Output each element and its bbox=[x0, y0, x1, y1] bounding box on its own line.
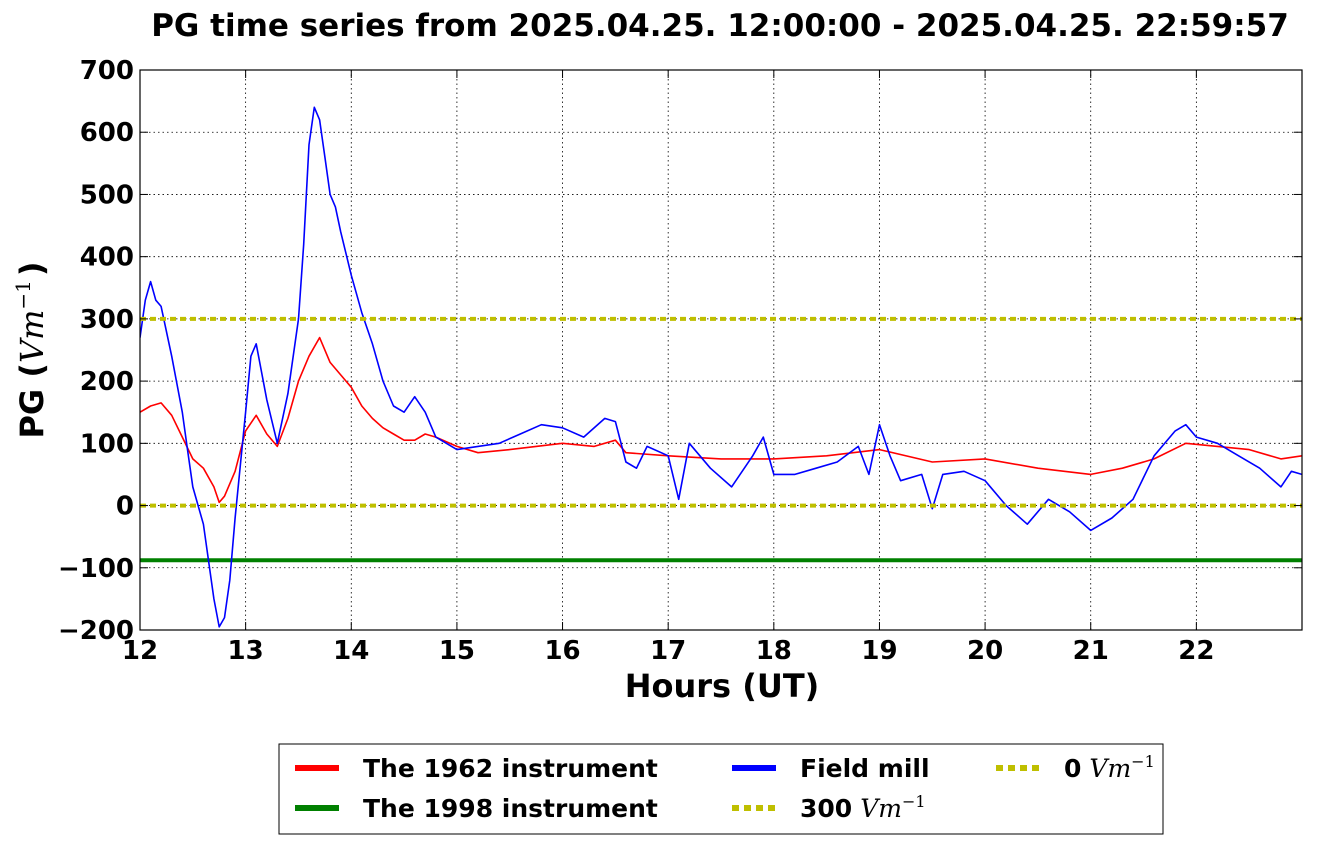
y-tick-label: 500 bbox=[80, 180, 134, 210]
y-axis-label-suffix: ) bbox=[13, 261, 51, 276]
legend-label-2: Field mill bbox=[800, 754, 930, 783]
x-tick-label: 22 bbox=[1178, 636, 1214, 666]
y-axis-label-math: Vm bbox=[13, 310, 51, 363]
legend: The 1962 instrument The 1998 instrument Fi… bbox=[278, 743, 1164, 835]
x-tick-label: 14 bbox=[333, 636, 369, 666]
y-axis-label: PG (Vm−1) bbox=[11, 261, 51, 438]
y-tick-label: 300 bbox=[80, 305, 134, 335]
y-tick-label: 700 bbox=[80, 56, 134, 86]
y-tick-label: −200 bbox=[58, 616, 134, 646]
y-tick-label: 600 bbox=[80, 118, 134, 148]
series-line-2 bbox=[140, 106, 1302, 628]
legend-label-1: The 1998 instrument bbox=[363, 794, 658, 823]
x-axis-label: Hours (UT) bbox=[625, 667, 820, 705]
x-tick-label: 18 bbox=[756, 636, 792, 666]
x-tick-label: 17 bbox=[650, 636, 686, 666]
x-tick-label: 19 bbox=[861, 636, 897, 666]
legend-box bbox=[278, 743, 1164, 835]
x-tick-label: 12 bbox=[122, 636, 158, 666]
x-tick-label: 16 bbox=[544, 636, 580, 666]
y-axis-label-sup: −1 bbox=[11, 280, 35, 309]
x-tick-label: 20 bbox=[967, 636, 1003, 666]
x-tick-label: 15 bbox=[439, 636, 475, 666]
plot-frame bbox=[139, 69, 1303, 631]
legend-label-4: 0 Vm−1 bbox=[1064, 752, 1155, 783]
y-tick-label: −100 bbox=[58, 554, 134, 584]
series-line-0 bbox=[140, 336, 1302, 504]
y-tick-label: 200 bbox=[80, 367, 134, 397]
chart-title: PG time series from 2025.04.25. 12:00:00… bbox=[151, 8, 1289, 44]
y-tick-label: 0 bbox=[116, 492, 134, 522]
series-lines bbox=[140, 106, 1302, 628]
legend-label-0: The 1962 instrument bbox=[363, 754, 658, 783]
x-tick-label: 13 bbox=[228, 636, 264, 666]
y-tick-label: 400 bbox=[80, 243, 134, 273]
x-tick-label: 21 bbox=[1073, 636, 1109, 666]
axis-ticks: 12 13 14 15 16 17 18 19 20 21 22 −200 −100 0 100 200 300… bbox=[58, 56, 1302, 666]
y-axis-label-prefix: PG ( bbox=[13, 363, 51, 438]
y-tick-label: 100 bbox=[80, 429, 134, 459]
legend-label-3: 300 Vm−1 bbox=[800, 792, 926, 823]
